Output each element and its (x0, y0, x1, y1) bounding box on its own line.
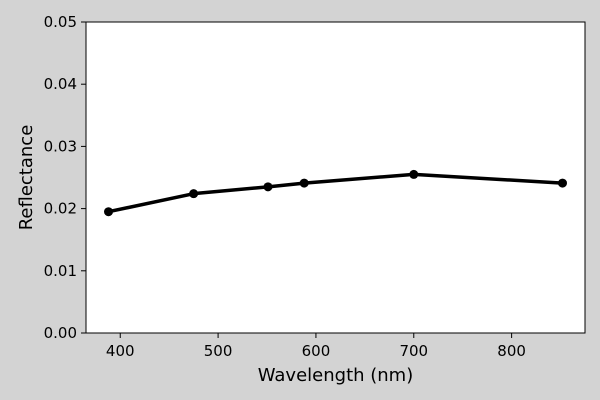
data-point (557, 178, 567, 188)
y-tick-label: 0.03 (44, 137, 77, 155)
y-axis-ticks: 0.00 0.01 0.02 0.03 0.04 0.05 (44, 13, 86, 342)
x-axis-label: Wavelength (nm) (258, 365, 414, 386)
x-tick-label: 500 (204, 342, 233, 360)
x-axis-ticks: 400 500 600 700 800 (106, 333, 526, 360)
series-line (108, 172, 563, 214)
y-tick-label: 0.00 (44, 324, 77, 342)
series-layer (104, 169, 567, 217)
data-point (104, 207, 114, 217)
x-tick-label: 700 (399, 342, 428, 360)
data-point (409, 169, 419, 179)
x-tick-label: 800 (497, 342, 526, 360)
plot-area (85, 21, 586, 334)
data-point (299, 178, 309, 188)
y-axis-label: Reflectance (16, 125, 37, 231)
x-tick-label: 400 (106, 342, 135, 360)
y-tick-label: 0.02 (44, 200, 77, 218)
y-tick-label: 0.01 (44, 262, 77, 280)
x-tick-label: 600 (302, 342, 331, 360)
data-point (189, 189, 199, 199)
y-tick-label: 0.05 (44, 13, 77, 31)
data-point (263, 182, 273, 192)
y-tick-label: 0.04 (44, 75, 77, 93)
